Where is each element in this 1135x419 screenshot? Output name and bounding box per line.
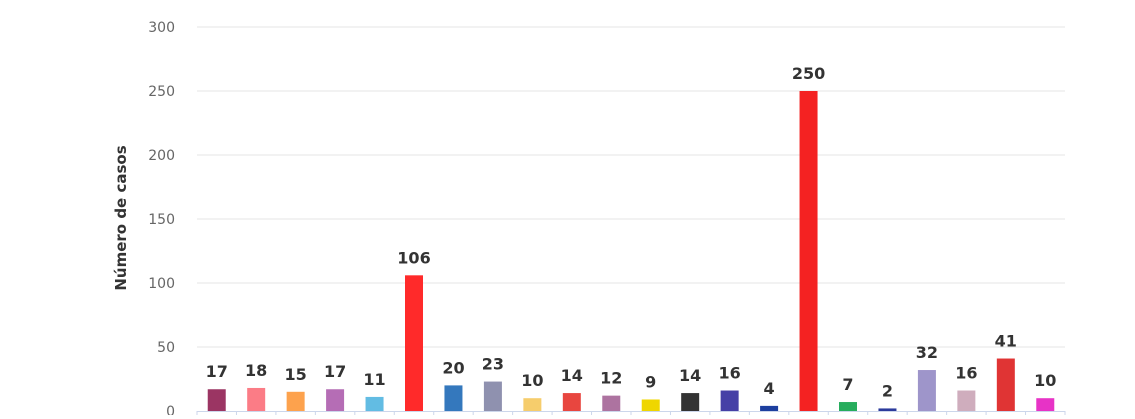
data-label: 17 (206, 362, 228, 381)
bar[interactable] (839, 402, 857, 411)
bar[interactable] (365, 396, 384, 411)
data-label: 15 (285, 365, 307, 384)
x-axis (196, 411, 1066, 419)
bar[interactable] (405, 275, 423, 411)
y-tick-label: 50 (157, 340, 175, 356)
data-label: 14 (561, 366, 583, 385)
data-label: 14 (679, 366, 701, 385)
data-label: 16 (955, 364, 977, 383)
y-tick-label: 150 (148, 212, 175, 228)
bar[interactable] (878, 408, 897, 411)
data-label: 250 (792, 64, 825, 83)
bar[interactable] (247, 387, 266, 411)
data-label: 7 (842, 375, 853, 394)
y-axis-label: Número de casos (112, 145, 130, 290)
data-label: 9 (645, 372, 656, 391)
y-tick-label: 0 (166, 404, 175, 415)
bar[interactable] (483, 381, 502, 411)
bar[interactable] (562, 393, 581, 411)
bar[interactable] (720, 390, 739, 411)
data-label: 2 (882, 381, 893, 400)
data-label: 106 (397, 248, 430, 267)
bar[interactable] (602, 395, 621, 411)
bar[interactable] (760, 405, 779, 411)
data-labels: 17 18 15 17 11 106 20 23 10 14 12 9 14 16 4 250 7 2 32 16 41… (206, 64, 1057, 400)
data-label: 10 (1034, 371, 1056, 390)
bar[interactable] (207, 389, 226, 411)
bar[interactable] (957, 390, 976, 411)
data-label: 10 (521, 371, 543, 390)
y-tick-label: 300 (148, 20, 175, 36)
bar[interactable] (917, 370, 936, 411)
bar[interactable] (286, 391, 305, 411)
bar[interactable] (444, 385, 463, 411)
y-axis-ticks: 0 50 100 150 200 250 300 (148, 20, 175, 419)
bar[interactable] (641, 399, 660, 411)
data-label: 23 (482, 355, 504, 374)
bar[interactable] (996, 358, 1015, 411)
data-label: 18 (245, 361, 267, 380)
data-label: 12 (600, 369, 622, 388)
data-label: 17 (324, 362, 346, 381)
y-tick-label: 100 (148, 276, 175, 292)
bar[interactable] (326, 389, 345, 411)
data-label: 11 (363, 370, 385, 389)
bar[interactable] (681, 393, 700, 411)
bar[interactable] (1036, 398, 1055, 411)
y-tick-label: 200 (148, 148, 175, 164)
bar[interactable] (799, 91, 818, 411)
data-label: 20 (442, 358, 464, 377)
data-label: 41 (995, 332, 1017, 351)
bars (207, 91, 1055, 411)
bar[interactable] (523, 398, 542, 411)
data-label: 4 (764, 379, 775, 398)
data-label: 32 (916, 343, 938, 362)
grid (197, 26, 1065, 348)
data-label: 16 (719, 364, 741, 383)
y-tick-label: 250 (148, 84, 175, 100)
